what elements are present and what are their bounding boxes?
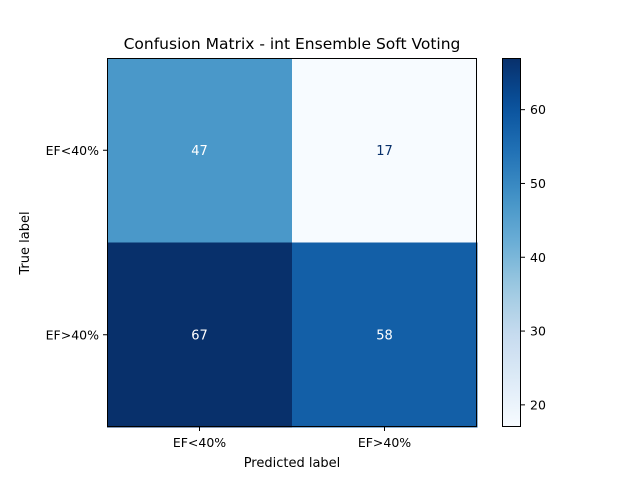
colorbar-tick-label: 40 xyxy=(530,250,546,265)
y-tick-label: EF<40% xyxy=(46,143,99,158)
y-axis-label: True label xyxy=(18,211,33,275)
x-axis-label: Predicted label xyxy=(244,456,341,471)
heatmap-cell xyxy=(107,242,293,428)
heatmap-cell xyxy=(292,58,478,243)
chart-title: Confusion Matrix - int Ensemble Soft Vot… xyxy=(124,35,461,53)
heatmap-cell xyxy=(107,58,293,243)
x-axis-ticks: EF<40% EF>40% xyxy=(173,427,411,450)
heatmap-cells: 47 17 67 58 xyxy=(107,58,478,428)
y-axis-ticks: EF<40% EF>40% xyxy=(46,143,107,342)
x-tick-label: EF>40% xyxy=(358,435,411,450)
heatmap-cell xyxy=(292,242,478,428)
x-tick-label: EF<40% xyxy=(173,435,226,450)
cell-value-label: 58 xyxy=(376,328,393,343)
cell-value-label: 47 xyxy=(191,144,208,159)
y-tick-label: EF>40% xyxy=(46,327,99,342)
colorbar xyxy=(502,58,521,427)
colorbar-tick-label: 60 xyxy=(530,102,546,117)
colorbar-ticks: 20 30 40 50 60 xyxy=(521,102,546,412)
cell-value-label: 17 xyxy=(376,144,393,159)
colorbar-tick-label: 20 xyxy=(530,397,546,412)
cell-value-label: 67 xyxy=(191,328,208,343)
colorbar-tick-label: 30 xyxy=(530,324,546,339)
plot-frame xyxy=(107,58,477,427)
colorbar-tick-label: 50 xyxy=(530,176,546,191)
